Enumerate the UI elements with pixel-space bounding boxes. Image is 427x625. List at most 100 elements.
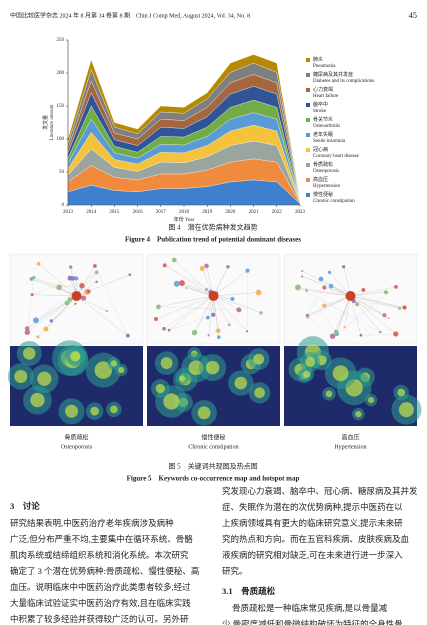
heatmap-spot (234, 376, 248, 390)
network-node (68, 265, 73, 269)
network-node (162, 326, 166, 331)
panel-label-en: Chronic constipation (188, 444, 238, 450)
network-node (301, 270, 304, 273)
network-node (71, 291, 82, 301)
network-edge (360, 333, 396, 336)
body-line: 大量临床试验证实中医药治疗有效,且在临床实践 (10, 598, 191, 608)
subsection-heading: 3.1 骨质疏松 (222, 586, 276, 596)
network-node (105, 309, 108, 312)
network-node (216, 335, 221, 339)
legend-label-en: Diabetes and its complications (313, 79, 374, 84)
network-node (204, 263, 209, 269)
y-axis-label-en: Literature amount (50, 104, 55, 141)
heatmap-spot (303, 370, 311, 378)
network-node (33, 317, 39, 324)
heatmap-spot (109, 405, 118, 414)
x-tick-label: 2018 (179, 210, 190, 215)
legend-label: 心力衰竭 (313, 86, 333, 93)
network-edge (350, 286, 396, 297)
x-tick-label: 2022 (272, 210, 283, 215)
network-node (327, 270, 332, 275)
heatmap-spot (23, 347, 36, 360)
network-node (49, 319, 53, 323)
network-edge (155, 318, 165, 329)
legend-label: 骨质疏松 (313, 161, 333, 168)
network-edge (76, 272, 97, 297)
network-node (345, 291, 356, 301)
network-edge (76, 295, 128, 336)
x-axis-label: 年份 Year (174, 216, 195, 223)
x-tick-label: 2021 (249, 210, 260, 215)
network-edge (213, 292, 259, 297)
body-line: 究发现心力衰竭、脑卒中、冠心病、糖尿病及其并发 (222, 486, 418, 496)
network-node (56, 284, 63, 291)
network-edge (320, 278, 351, 297)
network-edge (181, 282, 214, 297)
network-node (86, 289, 91, 294)
network-node (70, 276, 76, 281)
network-edge (297, 287, 381, 333)
network-node (125, 333, 130, 338)
network-edge (307, 316, 333, 337)
body-line: 研究。 (222, 566, 248, 576)
figure-caption-en: Figure 4 Publication trend of potential … (125, 236, 301, 244)
figure-caption: 图 5 关键词共现图及热点图 (168, 462, 257, 471)
body-line: 广泛,但分布严重不均,主要集中在循环系统、骨骼 (10, 534, 193, 544)
body-line: 血压。说明临床中中医药治疗此类患者较多,经过 (10, 582, 191, 592)
network-edge (344, 295, 351, 328)
legend-swatch (306, 148, 310, 152)
network-edge (306, 290, 337, 333)
network-edge (307, 295, 351, 316)
network-node (67, 297, 73, 302)
network-node (167, 328, 171, 332)
x-tick-label: 2017 (156, 210, 167, 215)
heatmap-spot (367, 397, 375, 404)
network-edge (208, 295, 214, 336)
panel-label: 骨质疏松 (64, 433, 88, 441)
legend-swatch (306, 193, 310, 197)
network-edge (158, 306, 239, 310)
heatmap-spot (332, 365, 349, 382)
network-node (128, 273, 132, 277)
network-node (355, 302, 360, 307)
body-line: 确定了 3 个潜在优势病种:骨质疏松、慢性便秘、高 (10, 566, 199, 576)
network-edge (51, 303, 76, 322)
network-edge (70, 266, 88, 293)
heatmap-spot (397, 388, 406, 397)
network-node (74, 302, 77, 305)
legend-label-en: Osteoporosis (313, 169, 339, 174)
network-edge (302, 270, 351, 297)
network-edge (336, 295, 351, 334)
network-node (74, 276, 79, 281)
body-line: 研究结果表明,中医药治疗老年疾病涉及病种 (10, 518, 174, 528)
legend-swatch (306, 73, 310, 77)
network-node (208, 291, 219, 301)
network-node (379, 330, 382, 334)
network-node (328, 283, 334, 289)
legend-label: 冠心病 (313, 146, 328, 153)
network-edge (213, 270, 248, 297)
network-edge (306, 290, 351, 297)
x-tick-label: 2023 (295, 210, 306, 215)
heatmap-spot (90, 406, 99, 416)
x-tick-label: 2019 (202, 210, 213, 215)
legend-swatch (306, 133, 310, 137)
network-edge (155, 295, 214, 320)
network-node (153, 316, 158, 321)
legend-swatch (306, 118, 310, 122)
network-node (162, 263, 167, 268)
heatmap-spot (30, 392, 45, 408)
legend-label: 老年失眠 (313, 131, 333, 138)
network-node (32, 275, 36, 280)
network-edge (163, 295, 214, 329)
panel-label-en: Osteoporosis (61, 444, 93, 450)
network-node (295, 284, 301, 291)
heatmap-spot (253, 353, 265, 365)
network-node (343, 326, 346, 329)
heatmap-spot (254, 387, 265, 399)
network-edge (194, 295, 214, 333)
network-edge (307, 287, 325, 316)
x-tick-label: 2016 (133, 210, 144, 215)
network-node (259, 311, 263, 315)
heatmap-spot (179, 375, 186, 382)
